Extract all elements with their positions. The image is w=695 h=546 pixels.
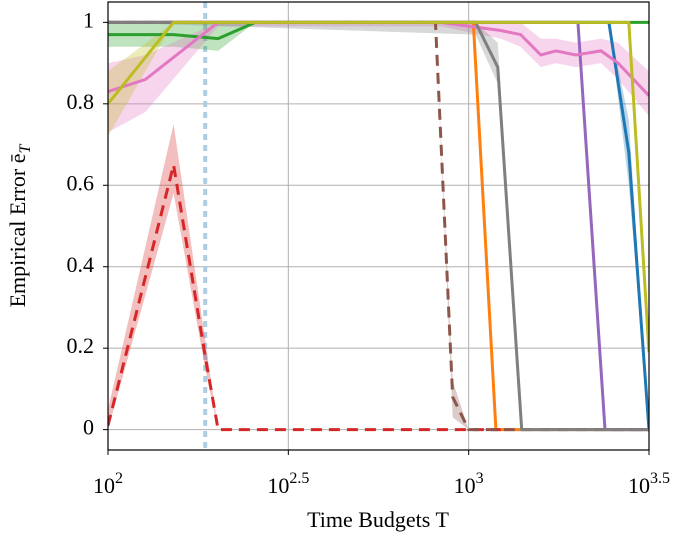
- confidence-band: [108, 22, 649, 430]
- y-tick-label: 0: [83, 415, 94, 440]
- x-axis-label: Time Budgets T: [307, 507, 449, 532]
- series-line: [108, 20, 649, 353]
- series-line: [108, 20, 649, 432]
- y-tick-label: 0.2: [67, 333, 95, 358]
- series-line: [108, 20, 649, 432]
- confidence-band: [108, 22, 649, 353]
- x-tick-label: 103: [454, 470, 484, 498]
- y-tick-label: 1: [83, 7, 94, 32]
- confidence-band: [108, 22, 649, 430]
- x-tick-label: 102: [93, 470, 123, 498]
- confidence-band: [108, 22, 649, 430]
- series-line: [108, 20, 649, 430]
- y-tick-label: 0.4: [67, 252, 95, 277]
- confidence-band: [108, 22, 649, 133]
- series-line: [108, 20, 649, 432]
- series-line: [108, 20, 649, 432]
- y-tick-label: 0.8: [67, 89, 95, 114]
- confidence-band: [108, 22, 649, 51]
- x-tick-label: 103.5: [628, 470, 670, 498]
- y-tick-label: 0.6: [67, 170, 95, 195]
- plot-frame: [107, 1, 650, 451]
- y-axis-label: Empirical Error ēT: [5, 143, 34, 307]
- series-line: [108, 164, 501, 432]
- x-tick-label: 102.5: [267, 470, 309, 498]
- series-line: [108, 20, 649, 97]
